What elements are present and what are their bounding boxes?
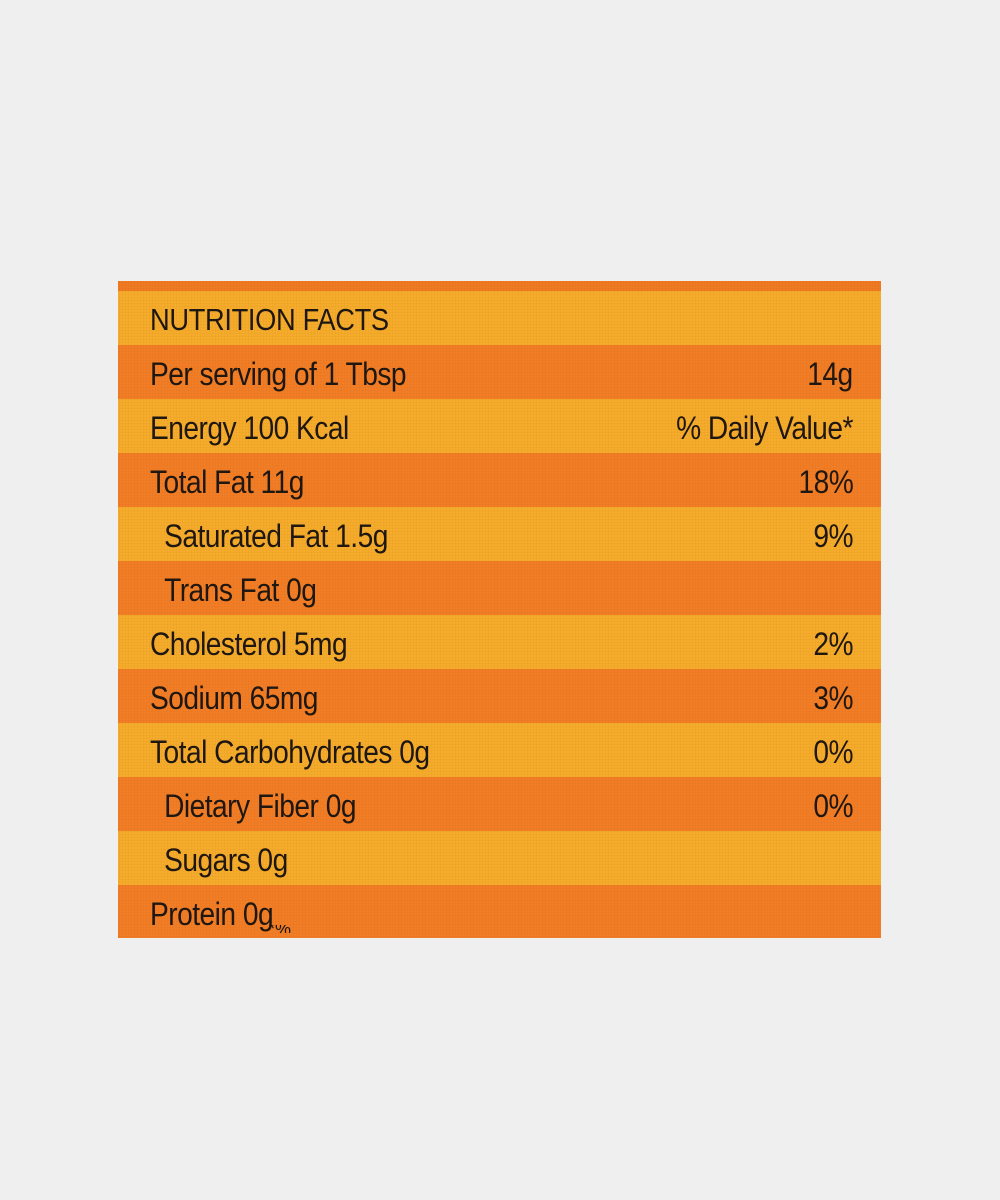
nutrient-daily-value: 0% bbox=[813, 787, 853, 824]
nutrient-daily-value: 2% bbox=[813, 625, 853, 662]
nutrient-row-total-carbohydrates: Total Carbohydrates 0g 0% bbox=[118, 723, 881, 777]
nutrient-daily-value: 0% bbox=[813, 733, 853, 770]
nutrient-row-protein: Protein 0g bbox=[118, 885, 881, 938]
serving-size-label: Per serving of 1 Tbsp bbox=[150, 355, 407, 392]
nutrient-row-trans-fat: Trans Fat 0g bbox=[118, 561, 881, 615]
nutrient-row-saturated-fat: Saturated Fat 1.5g 9% bbox=[118, 507, 881, 561]
nutrient-name: Dietary Fiber 0g bbox=[164, 787, 356, 824]
nutrient-name: Trans Fat 0g bbox=[164, 571, 317, 608]
energy-row: Energy 100 Kcal % Daily Value* bbox=[118, 399, 881, 453]
nutrition-title: NUTRITION FACTS bbox=[150, 302, 389, 337]
nutrient-name: Protein 0g bbox=[150, 895, 274, 932]
nutrient-row-sodium: Sodium 65mg 3% bbox=[118, 669, 881, 723]
energy-label: Energy 100 Kcal bbox=[150, 409, 349, 446]
nutrient-name: Total Carbohydrates 0g bbox=[150, 733, 430, 770]
nutrient-name: Total Fat 11g bbox=[150, 463, 304, 500]
nutrition-facts-label: NUTRITION FACTS Per serving of 1 Tbsp 14… bbox=[118, 281, 881, 938]
nutrition-title-row: NUTRITION FACTS bbox=[118, 291, 881, 345]
nutrient-daily-value: 9% bbox=[813, 517, 853, 554]
cropped-footnote-glyph: *% bbox=[268, 925, 292, 933]
serving-row: Per serving of 1 Tbsp 14g bbox=[118, 345, 881, 399]
nutrient-row-dietary-fiber: Dietary Fiber 0g 0% bbox=[118, 777, 881, 831]
nutrient-name: Saturated Fat 1.5g bbox=[164, 517, 388, 554]
serving-size-value: 14g bbox=[807, 355, 854, 392]
nutrient-row-cholesterol: Cholesterol 5mg 2% bbox=[118, 615, 881, 669]
nutrient-row-sugars: Sugars 0g bbox=[118, 831, 881, 885]
nutrient-row-total-fat: Total Fat 11g 18% bbox=[118, 453, 881, 507]
nutrient-daily-value: 18% bbox=[798, 463, 853, 500]
daily-value-header: % Daily Value* bbox=[676, 409, 853, 446]
nutrient-daily-value: 3% bbox=[813, 679, 853, 716]
nutrient-name: Sodium 65mg bbox=[150, 679, 318, 716]
nutrient-name: Sugars 0g bbox=[164, 841, 288, 878]
nutrient-name: Cholesterol 5mg bbox=[150, 625, 348, 662]
